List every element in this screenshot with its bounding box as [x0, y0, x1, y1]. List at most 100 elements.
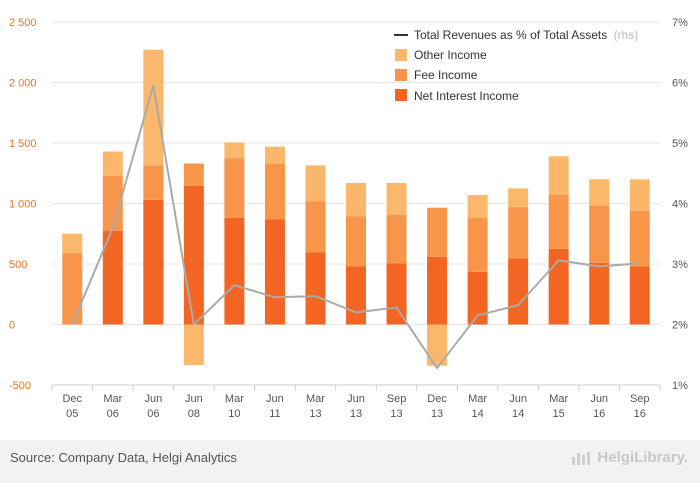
y-left-tick-label: 1 000	[9, 199, 37, 211]
x-tick-label: Jun	[509, 393, 527, 405]
bar-net-interest-income	[305, 252, 326, 325]
legend-label-other-income: Other Income	[414, 48, 487, 62]
bar-other-income	[264, 146, 285, 164]
y-right-tick-label: 1%	[672, 380, 688, 392]
chart: -500 0 500 1 000 1 500 2 000 2 500 1% 2% 3% 4% 5% 6…	[9, 17, 688, 420]
x-tick-label: 13	[350, 408, 362, 420]
bar-other-income	[589, 179, 610, 206]
bar-other-income	[346, 182, 366, 217]
x-tick-label: 06	[147, 408, 159, 420]
legend-swatch-net-interest-income	[395, 89, 407, 101]
y-left-tick-label: 500	[9, 259, 27, 271]
bar-other-income	[305, 165, 326, 202]
legend-label-revenue-ratio: Total Revenues as % of Total Assets (rhs…	[414, 28, 638, 42]
y-axis-right: 1% 2% 3% 4% 5% 6% 7%	[672, 17, 688, 392]
x-tick-label: 06	[107, 408, 119, 420]
bar-fee-income	[548, 195, 569, 249]
x-tick-label: Sep	[630, 393, 650, 405]
brand-logo: HelgiLibrary.	[571, 449, 688, 466]
library-icon	[571, 451, 593, 465]
x-tick-label: Jun	[266, 393, 284, 405]
x-tick-label: Mar	[549, 393, 568, 405]
bar-net-interest-income	[467, 271, 488, 325]
x-tick-label: 15	[553, 408, 565, 420]
bar-fee-income	[589, 205, 610, 263]
x-tick-label: Mar	[468, 393, 487, 405]
y-left-tick-label: 2 500	[9, 17, 37, 29]
y-left-tick-label: 1 500	[9, 138, 37, 150]
bar-fee-income	[467, 218, 488, 272]
bar-net-interest-income	[183, 185, 204, 325]
x-tick-label: 16	[634, 408, 646, 420]
x-tick-label: 14	[471, 408, 483, 420]
bar-net-interest-income	[264, 219, 285, 325]
x-tick-label: 08	[188, 408, 200, 420]
x-tick-label: 11	[269, 408, 280, 420]
revenue-ratio-line	[71, 84, 640, 370]
bar-fee-income	[629, 210, 650, 267]
bar-other-income	[386, 182, 407, 215]
bar-other-income	[143, 49, 164, 166]
bar-fee-income	[386, 214, 407, 264]
brand-name: HelgiLibrary.	[597, 449, 688, 466]
y-right-tick-label: 3%	[672, 259, 688, 271]
bar-other-income	[224, 142, 245, 159]
x-tick-label: Jun	[347, 393, 365, 405]
x-tick-label: Mar	[103, 393, 122, 405]
x-tick-label: 13	[390, 408, 402, 420]
x-tick-label: 05	[66, 408, 78, 420]
x-tick-label: Jun	[185, 393, 203, 405]
bar-fee-income	[62, 253, 83, 325]
x-tick-label: Dec	[62, 393, 82, 405]
y-right-tick-label: 4%	[672, 199, 688, 211]
legend-swatch-other-income	[395, 49, 407, 61]
bar-other-income	[62, 233, 83, 254]
bar-fee-income	[224, 158, 245, 219]
bar-net-interest-income	[386, 263, 407, 325]
bar-net-interest-income	[427, 256, 448, 325]
x-tick-label: Sep	[387, 393, 407, 405]
y-axis-left: -500 0 500 1 000 1 500 2 000 2 500	[9, 17, 37, 392]
bar-net-interest-income	[548, 248, 569, 325]
bar-net-interest-income	[143, 199, 164, 325]
bar-fee-income	[183, 163, 204, 186]
x-tick-label: Jun	[144, 393, 162, 405]
y-right-tick-label: 5%	[672, 138, 688, 150]
legend-label-fee-income: Fee Income	[414, 68, 478, 82]
x-tick-label: Jun	[590, 393, 608, 405]
x-tick-label: Mar	[306, 393, 325, 405]
bar-net-interest-income	[102, 230, 123, 325]
bar-other-income	[183, 324, 204, 366]
y-left-tick-label: 0	[9, 320, 15, 332]
x-tick-label: Dec	[427, 393, 447, 405]
x-tick-label: 16	[593, 408, 605, 420]
bar-fee-income	[346, 216, 366, 267]
bar-other-income	[427, 324, 448, 366]
bar-fee-income	[427, 207, 448, 257]
bar-net-interest-income	[224, 218, 245, 325]
bar-net-interest-income	[589, 262, 610, 325]
footer: Source: Company Data, Helgi Analytics He…	[0, 440, 700, 483]
bar-fee-income	[143, 165, 164, 200]
bar-fee-income	[305, 201, 326, 253]
legend-swatch-fee-income	[395, 69, 407, 81]
line-total-revenues-pct	[71, 84, 640, 370]
bar-other-income	[102, 151, 123, 176]
y-right-tick-label: 7%	[672, 17, 688, 29]
bar-other-income	[508, 188, 529, 208]
y-left-tick-label: -500	[9, 380, 31, 392]
bar-net-interest-income	[508, 258, 529, 325]
bar-net-interest-income	[629, 266, 650, 325]
bar-net-interest-income	[346, 266, 366, 325]
legend-label-net-interest-income: Net Interest Income	[414, 89, 519, 103]
bar-other-income	[629, 179, 650, 211]
bars	[62, 49, 650, 366]
y-right-tick-label: 6%	[672, 78, 688, 90]
bar-other-income	[467, 195, 488, 219]
bar-fee-income	[508, 207, 529, 259]
bar-fee-income	[102, 175, 123, 231]
legend-unit: (rhs)	[614, 28, 639, 42]
x-tick-label: 14	[512, 408, 524, 420]
y-left-tick-label: 2 000	[9, 78, 37, 90]
y-right-tick-label: 2%	[672, 320, 688, 332]
